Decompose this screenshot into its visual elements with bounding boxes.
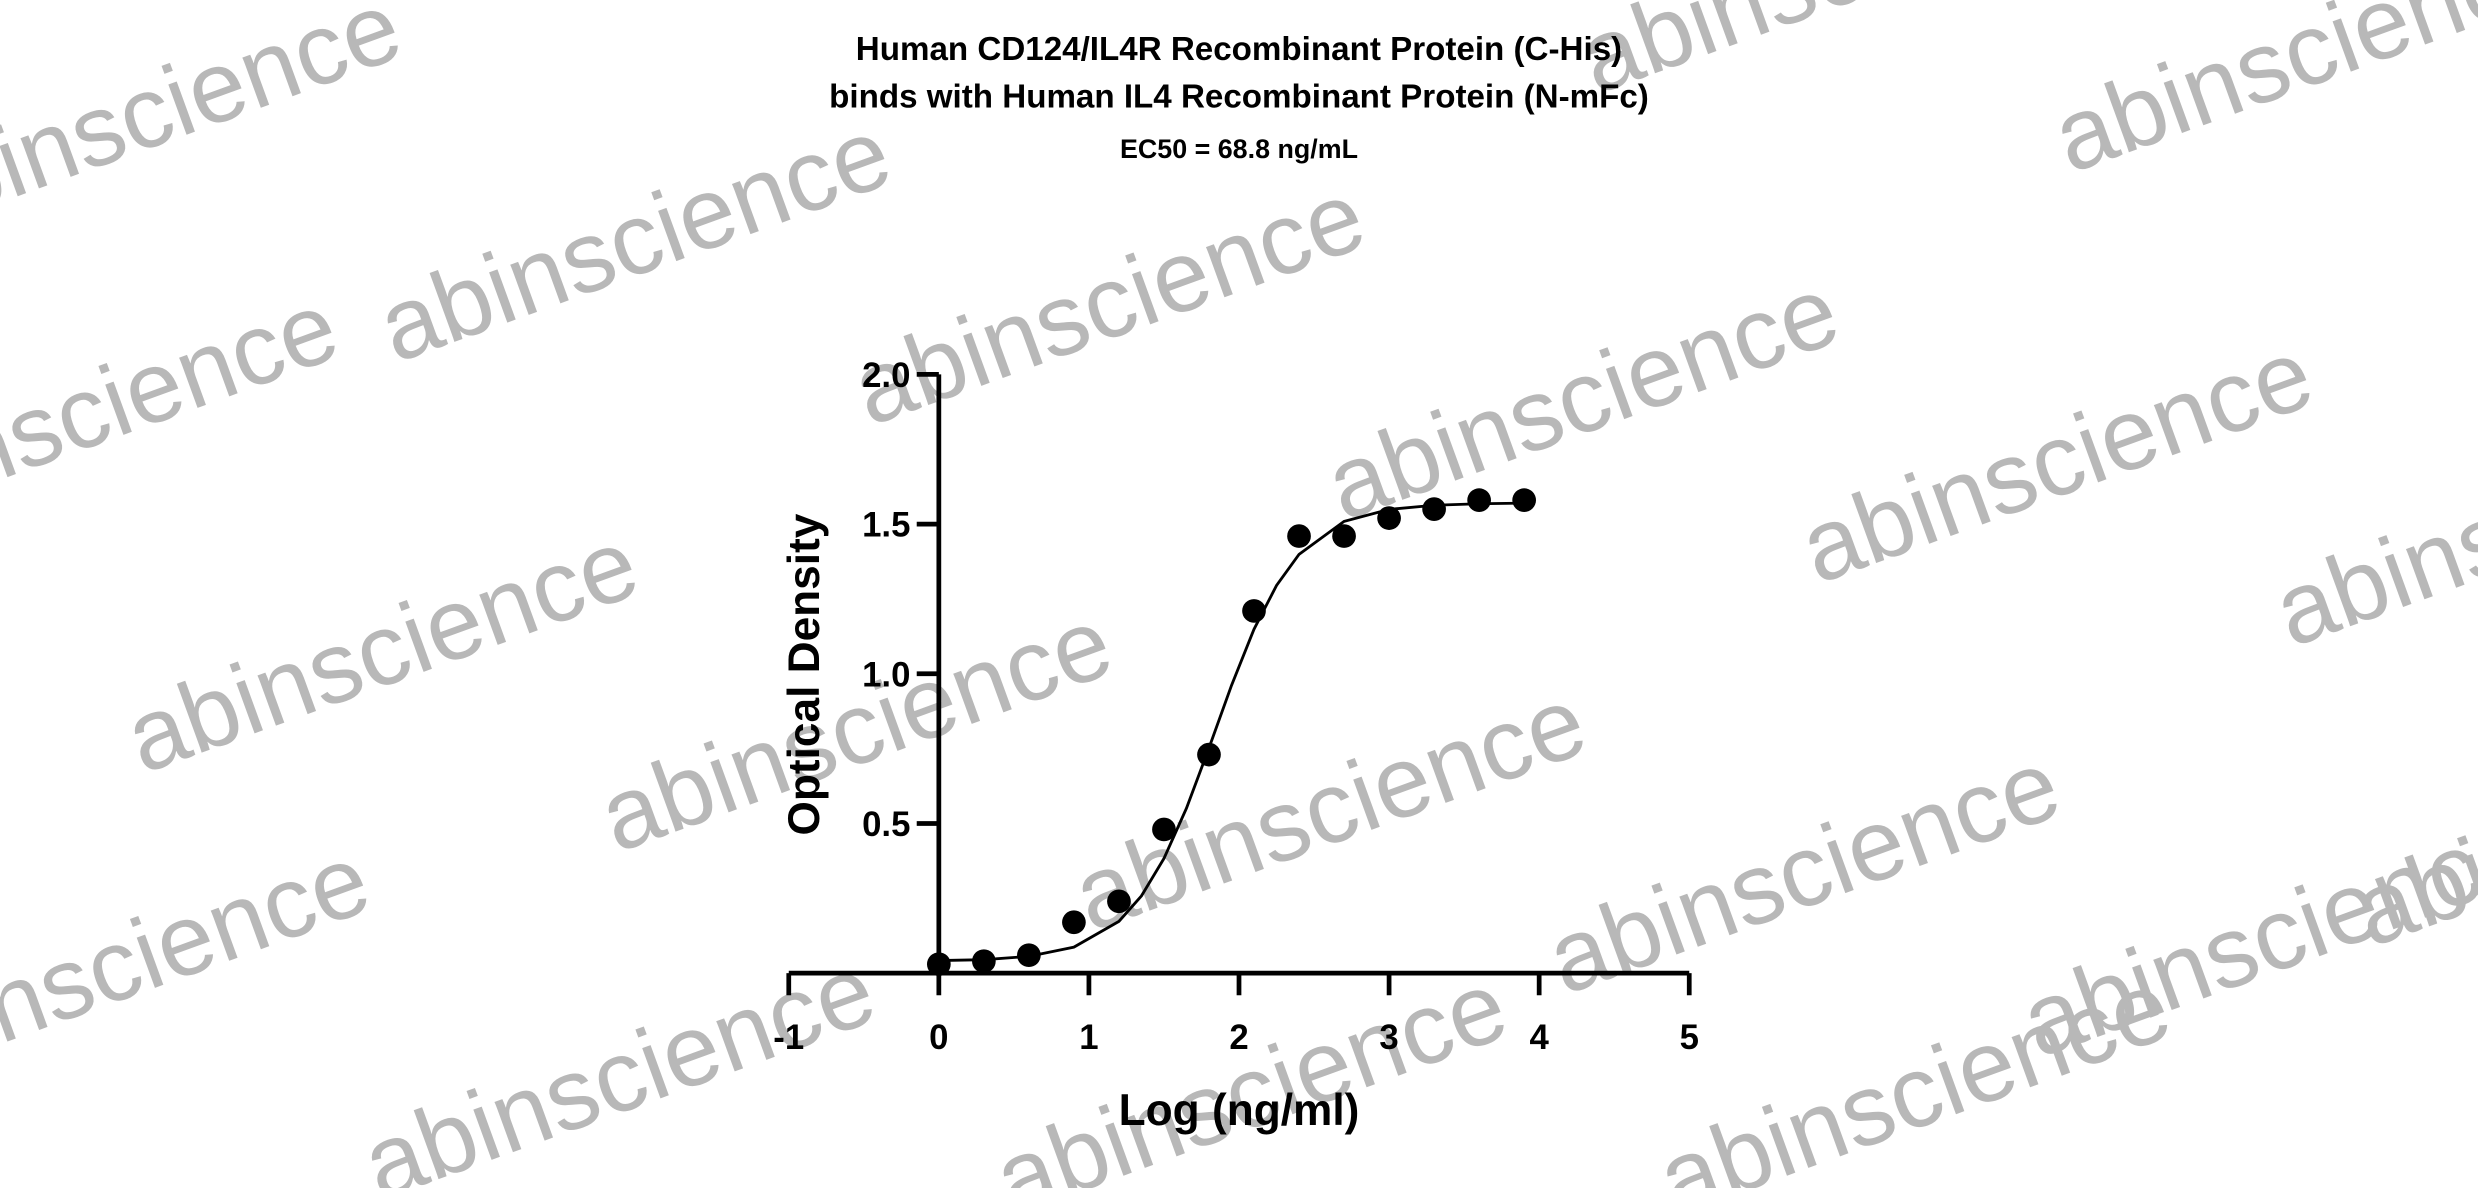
- data-point: [1062, 910, 1086, 935]
- y-axis-label: Optical Density: [780, 513, 829, 835]
- data-point: [1467, 488, 1491, 512]
- data-point: [972, 949, 996, 974]
- x-axis-label: Log (ng/ml): [1119, 1086, 1360, 1135]
- fit-curve: [938, 501, 1525, 962]
- chart-title: binds with Human IL4 Recombinant Protein…: [829, 78, 1649, 115]
- watermark: abinscience: [1786, 316, 2326, 605]
- watermark: abinscience: [0, 269, 352, 558]
- x-tick-label: 1: [1079, 1019, 1098, 1057]
- watermark: abinscience: [112, 506, 652, 795]
- y-tick-label: 0.5: [862, 806, 910, 844]
- chart-title: Human CD124/IL4R Recombinant Protein (C-…: [856, 31, 1622, 68]
- watermark: abinscience: [1312, 253, 1852, 542]
- data-point: [1377, 506, 1401, 530]
- x-tick-label: 0: [929, 1019, 948, 1057]
- x-tick-label: 2: [1229, 1019, 1248, 1057]
- watermark: abinscience: [585, 585, 1125, 874]
- watermark: abinscience: [0, 0, 415, 258]
- data-point: [1422, 497, 1446, 521]
- data-point: [1512, 488, 1536, 512]
- watermark: abinscience: [980, 948, 1520, 1188]
- x-tick-label: 3: [1379, 1019, 1398, 1057]
- data-point: [1287, 524, 1311, 548]
- watermark: abinscience: [1059, 664, 1599, 953]
- data-point: [1152, 817, 1176, 842]
- x-tick-label: 4: [1529, 1019, 1549, 1057]
- y-tick-label: 1.0: [862, 656, 910, 694]
- watermark: abinscience: [838, 158, 1378, 447]
- data-point: [1197, 742, 1221, 767]
- y-tick-label: 1.5: [862, 507, 910, 545]
- watermark: abinscience: [0, 822, 383, 1111]
- x-tick-label: 5: [1680, 1019, 1699, 1057]
- x-tick-label: -1: [773, 1019, 804, 1057]
- data-point: [1017, 943, 1041, 968]
- data-point: [1107, 889, 1131, 914]
- data-point: [926, 952, 951, 977]
- watermark: abinscience: [364, 95, 904, 384]
- watermark: abinscience: [2039, 0, 2478, 194]
- data-point: [1242, 599, 1266, 623]
- y-tick-label: 2.0: [862, 357, 910, 395]
- chart-subtitle: EC50 = 68.8 ng/mL: [1120, 134, 1358, 164]
- watermark: abinscience: [1644, 948, 2184, 1188]
- data-point: [1332, 524, 1356, 548]
